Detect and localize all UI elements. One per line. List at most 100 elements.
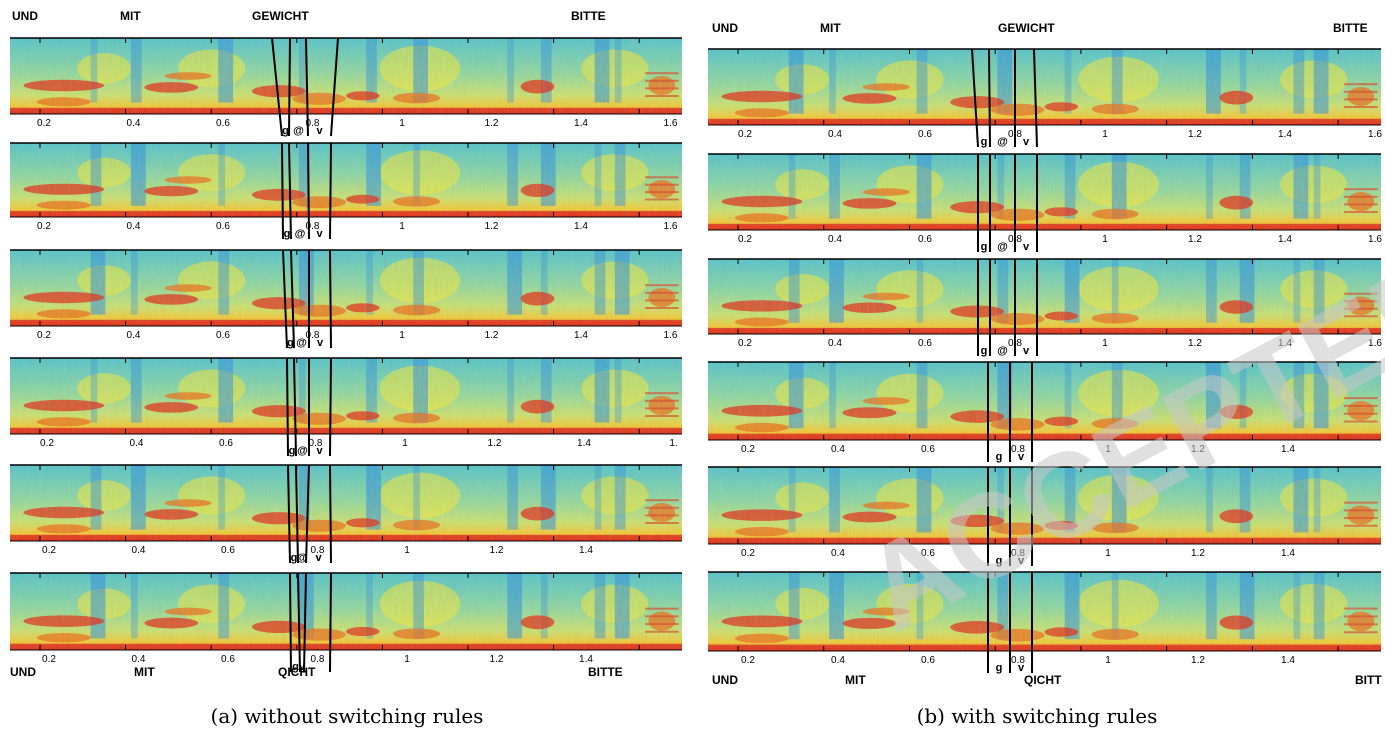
time-tick-label: 0.6 <box>921 655 935 666</box>
time-tick-label: 1 <box>399 330 405 341</box>
spectrogram-row: 0.20.40.60.811.21.41.6g@v <box>708 48 1382 148</box>
phone-label: g <box>996 662 1003 674</box>
time-tick-label: 1.2 <box>1191 548 1205 559</box>
time-tick-label: 1.4 <box>1281 655 1295 666</box>
time-tick-label: 1.4 <box>577 438 591 449</box>
phone-label: v <box>1018 451 1025 463</box>
segment-boundary-line <box>971 48 979 148</box>
time-tick-label: 0.2 <box>738 338 752 349</box>
segment-boundary-line <box>271 37 283 137</box>
phone-label: g <box>996 555 1003 567</box>
time-tick-label: 1.2 <box>488 438 502 449</box>
time-tick-label: 0.2 <box>37 330 51 341</box>
time-tick-label: 1.6 <box>664 221 678 232</box>
spectrogram-row: 0.2 0.4 0.6 0.8 1 1.2 1.4 1. g @ v <box>10 357 682 457</box>
time-tick-label: 1.2 <box>1191 444 1205 455</box>
phone-label: @ <box>296 337 307 349</box>
phone-label: v <box>1018 555 1025 567</box>
bottom-word-label: BITT <box>1355 673 1382 687</box>
phone-label: g <box>291 552 298 564</box>
bottom-word-label: QICHT <box>278 665 316 679</box>
segment-boundary-line <box>281 142 284 240</box>
time-tick-label: 0.4 <box>127 118 141 129</box>
top-word-label: UND <box>12 9 38 23</box>
phone-label: v <box>1023 241 1030 253</box>
spectrogram-row: 0.20.40.60.811.21.41.6g@v <box>708 258 1382 357</box>
panel-a-without-switching-rules: UND MIT GEWICHT BITTE UND MIT QICHT BITTE 0.2 0.4… <box>10 9 682 679</box>
time-tick-label: 0.4 <box>127 330 141 341</box>
time-tick-label: 1.2 <box>1188 338 1202 349</box>
spectrogram-row: 0.2 0.4 0.6 0.8 1 1.2 1.4g v <box>10 572 682 673</box>
time-tick-label: 0.2 <box>37 221 51 232</box>
spectrogram <box>708 48 1381 126</box>
segment-boundary-line <box>988 48 991 148</box>
segment-boundary-line <box>329 357 332 457</box>
top-word-label: UND <box>712 21 738 35</box>
phone-label: @ <box>297 552 308 564</box>
time-tick-label: 1.2 <box>490 545 504 556</box>
top-word-label: BITTE <box>1333 21 1368 35</box>
phone-label: @ <box>297 445 308 457</box>
spectrogram <box>10 464 682 542</box>
phone-label: g <box>287 337 294 349</box>
phone-label: @ <box>997 345 1008 357</box>
segment-boundary-line <box>290 249 295 349</box>
time-tick-label: 0.4 <box>828 129 842 140</box>
phone-label: @ <box>997 241 1008 253</box>
time-tick-label: 1 <box>402 438 408 449</box>
segment-boundary-line <box>330 37 339 137</box>
time-tick-label: 0.6 <box>216 118 230 129</box>
time-tick-label: 0.8 <box>1011 655 1025 666</box>
time-tick-label: 1.2 <box>1188 129 1202 140</box>
phone-label: g <box>981 136 988 148</box>
time-tick-label: 0.8 <box>311 545 325 556</box>
top-word-label: GEWICHT <box>998 21 1055 35</box>
time-tick-label: 1 <box>1105 444 1111 455</box>
phone-label: g <box>996 451 1003 463</box>
segment-boundary-line <box>288 37 291 137</box>
time-tick-label: 0.6 <box>921 444 935 455</box>
time-tick-label: 1 <box>399 221 405 232</box>
caption-b: (b) with switching rules <box>917 704 1158 728</box>
time-tick-label: 0.8 <box>306 118 320 129</box>
phone-label: v <box>316 125 323 137</box>
time-tick-label: 0.8 <box>309 438 323 449</box>
time-tick-label: 0.4 <box>831 548 845 559</box>
phone-label: @ <box>295 228 306 240</box>
phone-label: @ <box>997 136 1008 148</box>
spectrogram <box>708 153 1381 231</box>
time-tick-label: 0.4 <box>130 438 144 449</box>
time-tick-label: 1 <box>1105 548 1111 559</box>
segment-boundary-line <box>295 464 299 564</box>
phone-label: v <box>316 228 323 240</box>
time-tick-label: 0.2 <box>738 129 752 140</box>
segment-boundary-line <box>293 357 297 457</box>
spectrogram-row: 0.2 0.4 0.6 0.8 1 1.2 1.4g v <box>708 571 1381 674</box>
spectrogram <box>708 258 1381 335</box>
time-tick-label: 1. <box>669 438 677 449</box>
segment-boundary-line <box>288 142 292 240</box>
phone-label: v <box>299 661 306 673</box>
segment-boundary-line <box>329 249 332 349</box>
time-tick-label: 0.6 <box>216 330 230 341</box>
time-tick-label: 0.8 <box>1011 444 1025 455</box>
time-tick-label: 1.4 <box>1281 444 1295 455</box>
time-tick-label: 1 <box>1105 655 1111 666</box>
time-tick-label: 1 <box>1102 338 1108 349</box>
phone-label: g <box>292 661 299 673</box>
spectrogram <box>10 572 682 651</box>
time-tick-label: 1 <box>404 654 410 665</box>
time-tick-label: 0.2 <box>42 654 56 665</box>
time-tick-label: 0.4 <box>831 655 845 666</box>
segment-boundary-line <box>329 464 332 564</box>
bottom-word-label: QICHT <box>1024 673 1062 687</box>
phone-label: g <box>981 241 988 253</box>
time-tick-label: 1.4 <box>574 221 588 232</box>
time-tick-label: 0.2 <box>40 438 54 449</box>
segment-boundary-line <box>307 142 310 240</box>
time-tick-label: 0.2 <box>741 444 755 455</box>
spectrogram <box>10 249 682 327</box>
segment-boundary-line <box>303 572 307 673</box>
